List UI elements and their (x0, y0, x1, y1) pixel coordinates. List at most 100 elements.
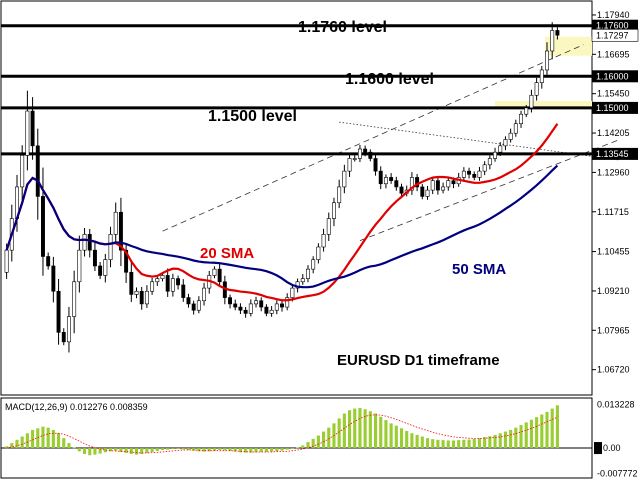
symbol-timeframe-label: EURUSD D1 timeframe (337, 352, 500, 369)
candle-bull (248, 303, 253, 314)
macd-bar (119, 448, 123, 452)
macd-tick-label: 0.013228 (597, 400, 635, 410)
macd-bar (389, 423, 393, 449)
candle-bear (451, 180, 456, 185)
candle-bull (170, 278, 175, 292)
macd-bar (290, 448, 294, 449)
macd-bar (457, 440, 461, 449)
candle-bear (420, 186, 425, 197)
candle-bear (186, 297, 191, 305)
macd-bar (529, 419, 533, 449)
macd-bar (342, 413, 346, 449)
candle-bear (92, 249, 97, 267)
macd-bar (405, 430, 409, 449)
macd-bar (67, 443, 71, 449)
macd-bar (166, 448, 170, 450)
macd-bar (114, 448, 118, 451)
macd-pane: MACD(12,26,9) 0.012276 0.008359 0.013228… (0, 397, 638, 479)
candle-bear (139, 290, 144, 305)
candle-bull (103, 259, 108, 276)
candle-bull (352, 158, 357, 160)
macd-bar (347, 410, 352, 449)
macd-bar (20, 436, 24, 449)
moving-averages (5, 123, 559, 302)
candle-bear (415, 177, 420, 188)
macd-bar (46, 427, 50, 449)
price-level-tag-label: 1.13545 (596, 149, 629, 159)
candle-bull (311, 259, 316, 270)
candle-bull (160, 275, 165, 279)
candle-bull (482, 164, 487, 172)
candle-bear (124, 249, 129, 273)
macd-bar (337, 418, 341, 449)
macd-bar (41, 426, 45, 449)
candle-bear (165, 275, 170, 292)
macd-bar (519, 425, 523, 449)
macd-bar (555, 405, 559, 449)
macd-bar (223, 448, 227, 451)
macd-bar (270, 448, 274, 452)
macd-axis: 0.013228 0.00 -0.007772 (594, 400, 638, 479)
macd-bar (140, 448, 144, 454)
candle-bull (430, 180, 435, 191)
candle-bear (61, 332, 66, 343)
macd-bar (275, 448, 279, 452)
macd-bar (98, 448, 102, 454)
candle-bull (144, 290, 149, 305)
candle-bull (539, 69, 544, 83)
macd-bar (306, 442, 310, 449)
macd-bar (498, 433, 502, 449)
candle-bear (228, 297, 233, 305)
macd-bar (415, 434, 419, 449)
macd-bar (186, 448, 191, 451)
candle-bull (461, 170, 466, 178)
macd-bar (244, 448, 248, 453)
macd-bar (103, 448, 107, 453)
macd-bar (379, 416, 383, 449)
candle-bull (108, 234, 113, 260)
macd-bar (322, 431, 326, 449)
macd-bar (503, 431, 507, 449)
macd-bar (462, 439, 466, 449)
level-label-1760: 1.1760 level (298, 19, 387, 36)
macd-pane-frame (0, 397, 593, 479)
price-tick-label: 1.15450 (597, 89, 630, 99)
macd-zero-tag (594, 442, 602, 455)
macd-bar (410, 433, 414, 449)
candle-bear (394, 180, 399, 188)
candle-bear (368, 151, 373, 159)
candle-bear (176, 278, 181, 286)
sma50-line (5, 164, 559, 289)
candle-bull (503, 139, 508, 147)
candle-bear (238, 306, 243, 311)
macd-bar (129, 448, 133, 454)
candle-bull (254, 300, 258, 305)
macd-bar (368, 411, 372, 449)
candle-bull (134, 290, 139, 295)
macd-bar (316, 435, 320, 449)
macd-bar (77, 448, 81, 452)
macd-bar (218, 448, 222, 451)
macd-bar (436, 439, 440, 449)
highlight-zone (545, 36, 592, 56)
candle-bull (498, 145, 503, 153)
macd-bar (550, 408, 554, 449)
candle-bear (30, 110, 35, 147)
macd-bar (5, 446, 9, 449)
candle-bear (41, 196, 45, 257)
macd-bar (451, 440, 456, 449)
candle-bear (373, 158, 378, 172)
candle-bull (383, 177, 388, 185)
sma50-label: 50 SMA (452, 261, 506, 278)
candle-bull (487, 158, 492, 166)
candle-bull (274, 303, 279, 311)
candle-bear (191, 303, 196, 311)
macd-bar (399, 428, 404, 449)
candle-bear (555, 30, 560, 36)
macd-bar (145, 448, 149, 453)
macd-bar (254, 448, 258, 453)
candle-bull (425, 189, 430, 197)
candle-bull (77, 249, 82, 283)
candle-bull (513, 123, 518, 134)
price-level-tag (592, 19, 638, 32)
